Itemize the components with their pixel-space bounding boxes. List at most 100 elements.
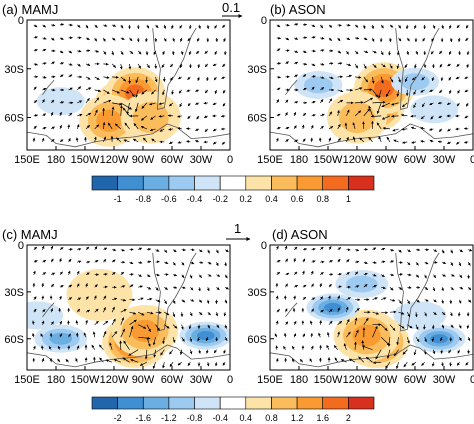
wind-vector [382,126,390,130]
wind-vector [159,128,165,132]
wind-vector [361,345,373,351]
wind-vector [450,273,455,277]
wind-vector [320,99,324,104]
wind-vector [302,62,308,66]
colorbar-label: -1.2 [161,413,177,423]
wind-vector [276,99,280,104]
wind-vector [77,49,82,53]
wind-vector [348,358,356,363]
wind-vector [41,295,45,300]
wind-vector [102,37,106,42]
wind-vector [204,128,209,133]
colorbar-swatch [296,175,324,191]
wind-vector [222,24,226,28]
wind-vector [398,37,402,42]
wind-vector [216,286,220,291]
wind-vector [458,324,462,329]
wind-vector [422,37,426,42]
wind-vector [59,247,64,250]
wind-vector [172,273,178,277]
wind-vector [51,272,56,276]
wind-vector [276,127,281,130]
wind-vector [57,345,61,350]
shading-blob [27,301,64,330]
wind-vector [438,128,443,132]
wind-vector [221,141,226,145]
wind-vector [340,359,347,363]
wind-vector [94,49,99,53]
wind-vector [206,24,210,30]
wind-vector [188,50,192,56]
wind-vector [138,274,142,277]
wind-vector [337,23,342,27]
wind-vector [103,307,106,313]
wind-vector [94,124,100,130]
wind-vector [186,127,191,131]
wind-vector [138,336,151,340]
wind-vector [181,337,185,342]
wind-vector [75,137,79,142]
wind-vector [94,97,100,104]
wind-vector [337,307,340,313]
wind-vector [195,140,200,143]
wind-vector [138,285,143,289]
shading-d [306,270,466,368]
wind-vector [162,89,165,96]
wind-vector [381,311,389,314]
coastline-new-zealand [285,302,298,318]
wind-vector [391,102,399,106]
wind-vector [403,361,408,368]
wind-vector [76,124,80,130]
wind-vector [450,286,454,291]
wind-vector [50,321,54,325]
x-tick-label: 150W [71,374,100,386]
wind-vector [376,102,382,114]
wind-vector [103,50,107,55]
wind-vector [285,61,289,65]
wind-vector [294,37,299,40]
wind-vector [407,324,413,329]
wind-vector [77,63,81,67]
wind-vector [400,113,408,117]
wind-vector [190,286,194,291]
wind-vector [67,138,71,143]
wind-vector [393,349,399,357]
wind-vector [465,37,469,42]
wind-vector [128,63,132,70]
wind-vector [85,296,89,300]
wind-vector [160,349,165,356]
wind-vector [346,74,352,78]
wind-vector [372,325,378,338]
x-tick-label: 60W [161,154,184,166]
wind-vector [94,246,98,250]
x-tick-label: 120W [100,374,129,386]
wind-vector [450,324,454,328]
wind-vector [94,109,98,117]
wind-vector [85,246,90,250]
colorbar-label: 1.6 [316,413,329,423]
wind-vector [320,272,324,275]
wind-vector [215,312,219,317]
wind-vector [163,299,167,305]
wind-vector [424,298,429,302]
wind-vector [466,324,470,329]
wind-vector [129,37,133,42]
wind-vector [467,286,472,291]
wind-vector [311,86,315,91]
wind-vector [358,356,365,363]
wind-vector [346,331,351,338]
wind-vector [76,270,80,275]
wind-vector [198,287,201,292]
wind-vector [133,123,139,130]
vectors-b [275,23,470,145]
wind-vector [276,75,281,79]
wind-vector [68,258,72,263]
wind-vector [83,332,87,338]
wind-vector [172,337,176,343]
wind-vector [77,113,83,117]
wind-vector [198,274,202,278]
colorbar-label: -0.6 [161,194,177,204]
wind-vector [381,260,386,264]
wind-vector [177,114,182,118]
wind-vector [65,359,69,363]
